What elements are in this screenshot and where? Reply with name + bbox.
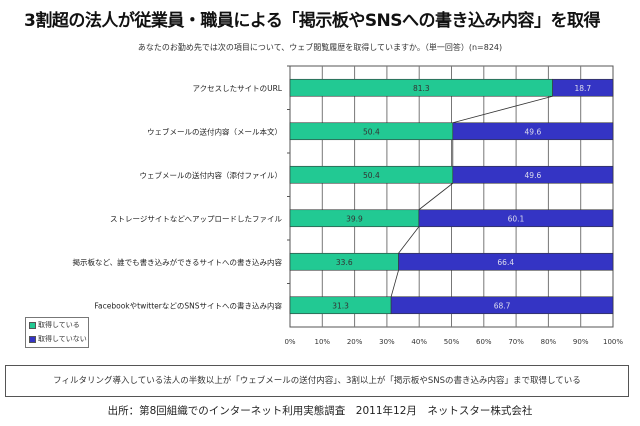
data-label: 39.9 xyxy=(346,214,363,223)
x-tick-label: 30% xyxy=(379,338,395,346)
series-line xyxy=(452,95,553,124)
category-label: アクセスしたサイトのURL xyxy=(192,84,282,93)
bar-not-acquired xyxy=(390,296,614,315)
x-tick-label: 0% xyxy=(284,338,295,346)
page-title: 3割超の法人が従業員・職員による「掲示板やSNSへの書き込み内容」を取得 xyxy=(24,11,601,31)
footnote-box: フィルタリング導入している法人の半数以上が「ウェブメールの送付内容」、3割以上が… xyxy=(5,365,629,397)
data-label: 66.4 xyxy=(497,258,514,267)
x-tick-label: 40% xyxy=(411,338,427,346)
bar-not-acquired xyxy=(552,78,614,97)
data-label: 60.1 xyxy=(508,214,525,223)
data-label: 50.4 xyxy=(363,127,380,136)
legend-label: 取得している xyxy=(38,321,80,329)
x-tick-label: 100% xyxy=(603,338,623,346)
legend-swatch xyxy=(29,335,36,343)
series-line xyxy=(390,270,399,297)
data-label: 31.3 xyxy=(332,301,349,310)
legend: 取得している 取得していない xyxy=(25,317,89,348)
category-label: ウェブメールの送付内容（メール本文） xyxy=(147,126,282,136)
x-tick-label: 90% xyxy=(573,338,589,346)
category-label: ストレージサイトなどへアップロードしたファイル xyxy=(110,214,282,223)
category-label: 掲示板など、誰でも書き込みができるサイトへの書き込み内容 xyxy=(73,257,283,267)
chart-title: あなたのお勤め先では次の項目について、ウェブ閲覧履歴を取得していますか。（単一回… xyxy=(137,43,503,52)
bar-not-acquired xyxy=(452,165,614,184)
data-label: 18.7 xyxy=(574,84,591,93)
series-line xyxy=(398,226,420,254)
bar-not-acquired xyxy=(452,122,614,141)
x-tick-label: 50% xyxy=(444,338,460,346)
bar-not-acquired xyxy=(418,209,614,228)
data-label: 33.6 xyxy=(336,258,353,267)
data-label: 49.6 xyxy=(525,171,542,180)
x-tick-label: 70% xyxy=(508,338,524,346)
series-line xyxy=(418,182,454,211)
data-label: 49.6 xyxy=(525,127,542,136)
data-label: 68.7 xyxy=(494,301,511,310)
category-label: FacebookやtwitterなどのSNSサイトへの書き込み内容 xyxy=(94,300,282,310)
source-note: 出所：第8回組織でのインターネット利用実態調査 2011年12月 ネットスター株… xyxy=(107,405,533,417)
legend-item: 取得している xyxy=(26,318,88,332)
x-tick-label: 60% xyxy=(476,338,492,346)
category-label: ウェブメールの送付内容（添付ファイル） xyxy=(140,170,283,180)
x-tick-label: 10% xyxy=(315,338,331,346)
x-tick-label: 80% xyxy=(541,338,557,346)
bar-not-acquired xyxy=(398,252,614,271)
data-label: 81.3 xyxy=(413,84,430,93)
legend-label: 取得していない xyxy=(38,335,87,343)
x-tick-label: 20% xyxy=(347,338,363,346)
legend-item: 取得していない xyxy=(26,332,88,346)
legend-swatch xyxy=(29,321,36,329)
data-label: 50.4 xyxy=(363,171,380,180)
bar-chart: 0% 10% 20% 30% 40% 50% 60% 70% 80% 90% 100% アクセスしたサ… xyxy=(73,65,623,346)
